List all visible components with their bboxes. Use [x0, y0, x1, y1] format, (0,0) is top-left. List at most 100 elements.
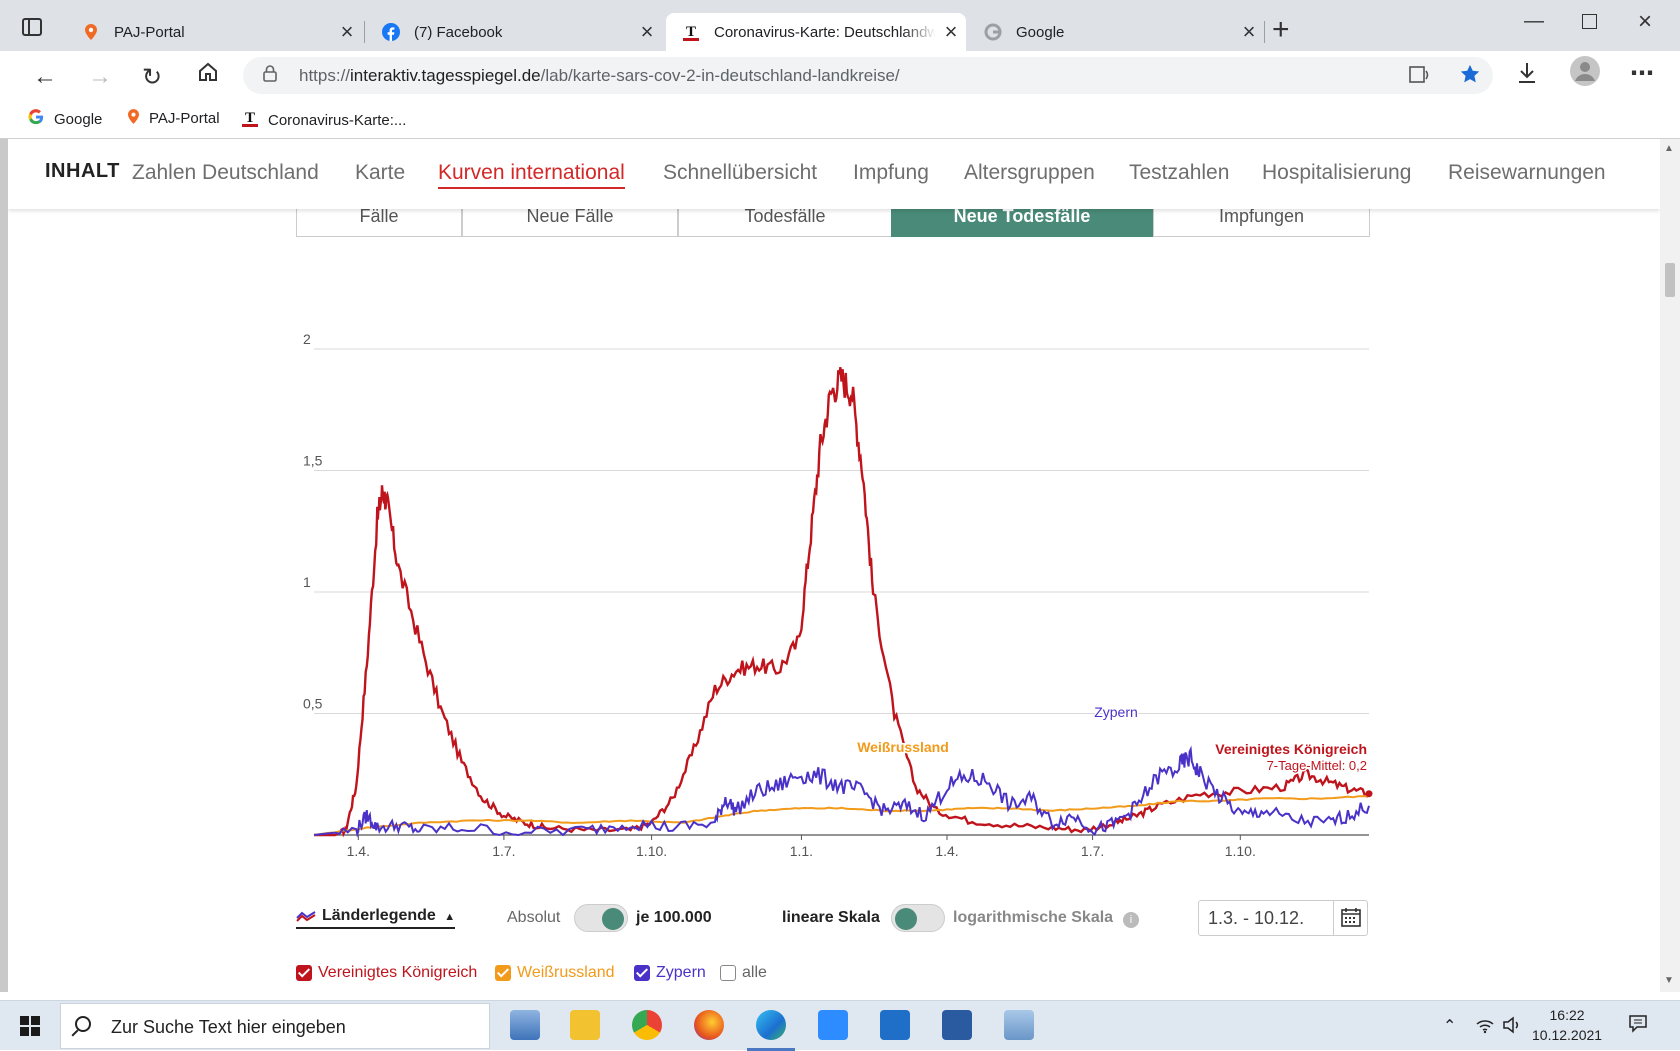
tab-title: Google — [1016, 23, 1065, 41]
scroll-down-icon[interactable]: ▼ — [1664, 975, 1674, 986]
zoom-icon[interactable] — [818, 1010, 848, 1040]
back-icon[interactable]: ← — [33, 63, 57, 90]
checkbox-alle[interactable]: alle — [720, 964, 767, 982]
tab-title: Coronavirus-Karte: Deutschlandweit — [714, 23, 936, 41]
home-icon[interactable] — [197, 61, 219, 90]
scroll-thumb[interactable] — [1665, 263, 1675, 297]
toggle-knob — [602, 908, 624, 930]
close-tab-icon[interactable]: × — [1242, 19, 1256, 44]
nav-item-schnelluebersicht[interactable]: Schnellübersicht — [663, 161, 818, 184]
checkbox-box[interactable] — [720, 965, 736, 981]
nav-item-impfung[interactable]: Impfung — [853, 161, 929, 184]
nav-item-kurven-international[interactable]: Kurven international — [438, 161, 625, 189]
more-menu-icon[interactable]: ⋯ — [1630, 60, 1654, 87]
lineare-skala-label[interactable]: lineare Skala — [782, 909, 880, 926]
tab-coronavirus-karte[interactable]: T Coronavirus-Karte: Deutschlandweit × — [666, 13, 966, 51]
absolut-je100k-toggle[interactable] — [574, 904, 628, 932]
bookmarks-bar: Google PAJ-Portal T Coronavirus-Karte:..… — [0, 101, 1680, 139]
chrome-icon[interactable] — [632, 1010, 662, 1040]
tab-facebook[interactable]: (7) Facebook × — [366, 13, 662, 51]
map-pin-icon — [82, 23, 100, 41]
close-tab-icon[interactable]: × — [944, 19, 958, 44]
tab-google[interactable]: Google × — [968, 13, 1264, 51]
checkbox-label: Zypern — [656, 964, 706, 981]
minimize-icon[interactable]: — — [1524, 10, 1544, 32]
favorite-star-icon[interactable] — [1459, 63, 1481, 90]
bookmark-coronavirus-karte[interactable]: T Coronavirus-Karte:... — [242, 109, 406, 131]
x-tick-label: 1.4. — [935, 843, 958, 859]
info-icon[interactable]: i — [1123, 912, 1139, 928]
checkbox-box[interactable] — [495, 965, 511, 981]
divider — [0, 138, 1680, 139]
profile-avatar-icon[interactable] — [1570, 56, 1600, 93]
close-tab-icon[interactable]: × — [640, 19, 654, 44]
bookmark-google[interactable]: Google — [28, 109, 102, 129]
tab-separator — [364, 21, 365, 43]
nav-item-testzahlen[interactable]: Testzahlen — [1129, 161, 1230, 184]
svg-text:T: T — [245, 110, 255, 126]
laenderlegende-toggle[interactable]: Länderlegende ▲ — [296, 907, 456, 929]
new-tab-icon[interactable]: + — [1272, 13, 1290, 46]
file-explorer-icon[interactable] — [570, 1010, 600, 1040]
checkbox-vereinigtes-koenigreich[interactable]: Vereinigtes Königreich — [296, 964, 477, 982]
firefox-icon[interactable] — [694, 1010, 724, 1040]
scale-toggle[interactable] — [891, 904, 945, 932]
vereinigtes-koenigreich-label: Vereinigtes Königreich — [1215, 741, 1367, 757]
nav-item-karte[interactable]: Karte — [355, 161, 406, 184]
reader-view-icon[interactable] — [1409, 65, 1431, 90]
checkbox-label: Vereinigtes Königreich — [318, 964, 478, 981]
system-clock[interactable]: 16:22 10.12.2021 — [1532, 1005, 1602, 1045]
forward-icon[interactable]: → — [88, 63, 112, 90]
checkbox-zypern[interactable]: Zypern — [634, 964, 706, 982]
windows-start-icon[interactable] — [20, 1016, 40, 1036]
photos-icon[interactable] — [942, 1010, 972, 1040]
nav-item-altersgruppen[interactable]: Altersgruppen — [964, 161, 1095, 184]
legend-toggle-label: Länderlegende — [322, 907, 436, 924]
taskbar-search-input[interactable]: Zur Suche Text hier eingeben — [60, 1003, 490, 1049]
x-tick-label: 1.7. — [1081, 843, 1104, 859]
zypern-label: Zypern — [1094, 704, 1138, 720]
log-skala-label[interactable]: logarithmische Skala — [953, 909, 1114, 926]
close-window-icon[interactable]: × — [1638, 8, 1653, 35]
tab-actions-icon[interactable] — [22, 18, 42, 36]
refresh-icon[interactable]: ↻ — [142, 64, 163, 91]
content-nav: INHALT Zahlen Deutschland Karte Kurven i… — [8, 139, 1660, 209]
window-edge — [0, 139, 8, 992]
maximize-icon[interactable] — [1582, 14, 1597, 29]
nav-item-hospitalisierung[interactable]: Hospitalisierung — [1262, 161, 1412, 184]
address-bar[interactable]: https://interaktiv.tagesspiegel.de/lab/k… — [243, 57, 1493, 94]
map-pin-icon — [128, 109, 139, 128]
date-range-input[interactable]: 1.3. - 10.12. — [1198, 900, 1368, 936]
calendar-icon[interactable] — [1333, 901, 1367, 935]
tab-paj-portal[interactable]: PAJ-Portal × — [66, 13, 362, 51]
scroll-up-icon[interactable]: ▲ — [1664, 143, 1674, 154]
edge-icon[interactable] — [747, 1010, 795, 1051]
facebook-icon — [382, 23, 400, 41]
absolut-label[interactable]: Absolut — [507, 909, 561, 926]
pc-app-icon[interactable] — [510, 1010, 540, 1040]
app-icon[interactable] — [1004, 1010, 1034, 1040]
page-scrollbar[interactable]: ▲ ▼ — [1660, 139, 1680, 992]
je100000-label[interactable]: je 100.000 — [636, 909, 712, 926]
tagesspiegel-icon: T — [242, 109, 258, 131]
bookmark-paj-portal[interactable]: PAJ-Portal — [128, 109, 220, 128]
checkbox-weissrussland[interactable]: Weißrussland — [495, 964, 615, 982]
lock-icon[interactable] — [263, 65, 277, 82]
nav-item-zahlen-deutschland[interactable]: Zahlen Deutschland — [132, 161, 319, 184]
nav-item-reisewarnungen[interactable]: Reisewarnungen — [1448, 161, 1606, 184]
bookmark-label: PAJ-Portal — [149, 110, 220, 127]
notifications-icon[interactable] — [1628, 1013, 1648, 1038]
wifi-icon[interactable] — [1475, 1016, 1495, 1039]
windows-taskbar: Zur Suche Text hier eingeben ⌃ 16:22 10.… — [0, 1000, 1680, 1051]
tray-chevron-icon[interactable]: ⌃ — [1443, 1018, 1457, 1035]
browser-toolbar: ← → ↻ https://interaktiv.tagesspiegel.de… — [0, 51, 1680, 101]
checkbox-box[interactable] — [634, 965, 650, 981]
x-tick-label: 1.4. — [347, 843, 370, 859]
search-placeholder: Zur Suche Text hier eingeben — [111, 1017, 346, 1037]
volume-icon[interactable] — [1502, 1016, 1522, 1039]
mail-icon[interactable] — [880, 1010, 910, 1040]
download-icon[interactable] — [1517, 61, 1537, 92]
checkbox-box[interactable] — [296, 965, 312, 981]
close-tab-icon[interactable]: × — [340, 19, 354, 44]
bookmark-label: Google — [54, 110, 103, 128]
